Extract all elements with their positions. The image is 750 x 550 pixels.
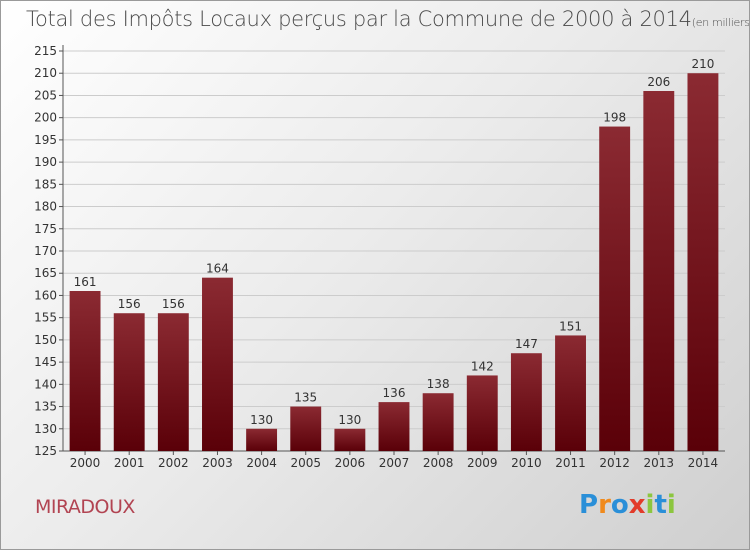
data-label: 156 — [162, 297, 185, 311]
x-tick-label: 2010 — [511, 456, 542, 470]
y-tick-label: 145 — [34, 355, 57, 369]
x-tick-label: 2007 — [379, 456, 410, 470]
bar — [157, 313, 189, 451]
bar — [422, 393, 454, 451]
bar — [290, 406, 322, 451]
y-tick-label: 130 — [34, 422, 57, 436]
title-unit: (en milliers d'€) — [691, 16, 750, 29]
x-tick-label: 2003 — [202, 456, 233, 470]
x-tick-label: 2012 — [599, 456, 630, 470]
bar — [643, 91, 675, 451]
bar — [202, 277, 233, 451]
logo-letter: r — [598, 490, 611, 520]
logo-letter: t — [654, 490, 667, 520]
y-tick-label: 155 — [34, 311, 57, 325]
data-label: 138 — [427, 377, 450, 391]
x-tick-label: 2013 — [644, 456, 675, 470]
data-label: 151 — [559, 319, 582, 333]
y-tick-label: 175 — [34, 222, 57, 236]
x-tick-label: 2005 — [290, 456, 321, 470]
data-label: 198 — [603, 111, 626, 125]
data-label: 156 — [118, 297, 141, 311]
x-tick-label: 2000 — [70, 456, 101, 470]
y-tick-label: 125 — [34, 444, 57, 458]
bar — [687, 73, 719, 451]
y-tick-label: 210 — [34, 66, 57, 80]
data-label: 147 — [515, 337, 538, 351]
data-label: 135 — [294, 391, 317, 405]
y-tick-label: 140 — [34, 377, 57, 391]
bar — [113, 313, 145, 451]
x-tick-label: 2009 — [467, 456, 498, 470]
logo-letter: i — [666, 490, 676, 520]
commune-name: MIRADOUX — [35, 496, 135, 518]
logo-letter: o — [610, 490, 629, 520]
y-tick-label: 135 — [34, 400, 57, 414]
x-tick-label: 2008 — [423, 456, 454, 470]
y-tick-label: 200 — [34, 111, 57, 125]
bar — [599, 126, 631, 452]
data-label: 130 — [250, 413, 273, 427]
y-tick-label: 190 — [34, 155, 57, 169]
data-label: 164 — [206, 262, 229, 276]
proxiti-logo[interactable]: Proxiti — [579, 490, 676, 520]
bar — [334, 428, 366, 451]
data-label: 142 — [471, 359, 494, 373]
y-tick-label: 205 — [34, 88, 57, 102]
x-tick-label: 2006 — [335, 456, 366, 470]
bar — [69, 291, 101, 451]
data-label: 161 — [74, 275, 97, 289]
chart-title: Total des Impôts Locaux perçus par la Co… — [26, 7, 750, 31]
y-tick-label: 185 — [34, 177, 57, 191]
y-tick-label: 165 — [34, 266, 57, 280]
x-tick-label: 2011 — [555, 456, 586, 470]
title-text: Total des Impôts Locaux perçus par la Co… — [26, 7, 692, 31]
x-tick-label: 2002 — [158, 456, 189, 470]
logo-letter: P — [579, 490, 599, 520]
data-label: 206 — [647, 75, 670, 89]
logo-letter: i — [645, 490, 655, 520]
y-tick-label: 160 — [34, 288, 57, 302]
logo-letter: x — [628, 490, 646, 520]
y-tick-label: 150 — [34, 333, 57, 347]
y-tick-label: 170 — [34, 244, 57, 258]
x-tick-label: 2001 — [114, 456, 145, 470]
bar — [378, 402, 410, 451]
data-label: 130 — [338, 413, 361, 427]
bar — [555, 335, 586, 451]
data-label: 210 — [691, 57, 714, 71]
bar — [510, 353, 542, 451]
y-tick-label: 180 — [34, 200, 57, 214]
bar — [246, 428, 278, 451]
bar — [466, 375, 498, 451]
y-tick-label: 195 — [34, 133, 57, 147]
y-tick-label: 215 — [34, 44, 57, 58]
x-tick-label: 2004 — [246, 456, 277, 470]
data-label: 136 — [383, 386, 406, 400]
x-tick-label: 2014 — [688, 456, 719, 470]
